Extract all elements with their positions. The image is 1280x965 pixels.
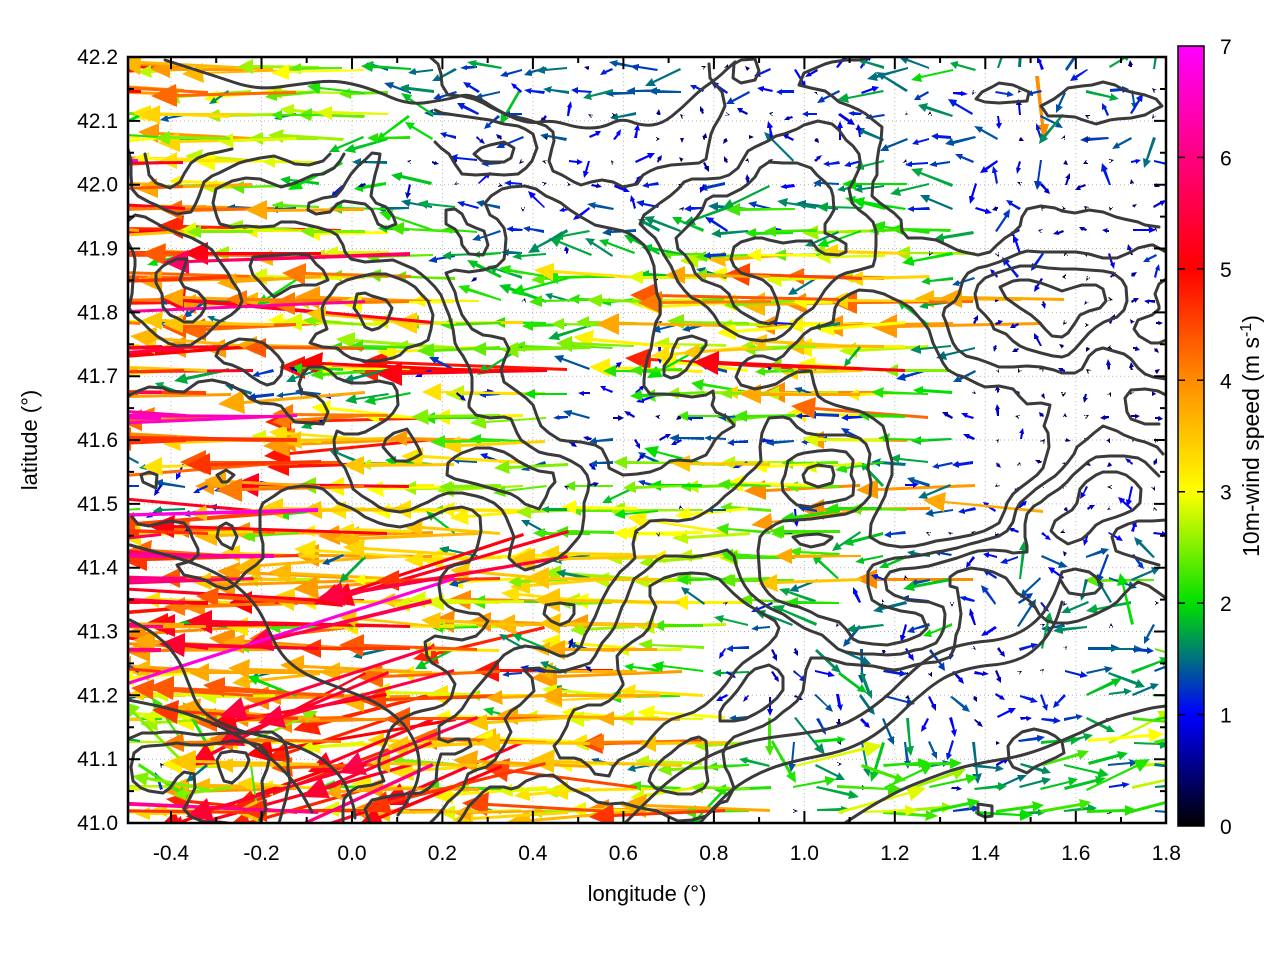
svg-text:41.1: 41.1 xyxy=(77,748,118,771)
svg-text:1: 1 xyxy=(1220,705,1232,728)
svg-text:0.4: 0.4 xyxy=(518,842,548,865)
svg-text:3: 3 xyxy=(1220,482,1232,505)
svg-text:41.7: 41.7 xyxy=(77,365,118,388)
svg-text:42.2: 42.2 xyxy=(77,46,118,69)
svg-text:41.4: 41.4 xyxy=(77,557,118,580)
svg-text:5: 5 xyxy=(1220,259,1232,282)
svg-text:41.3: 41.3 xyxy=(77,621,118,644)
svg-text:41.6: 41.6 xyxy=(77,429,118,452)
svg-text:longitude (°): longitude (°) xyxy=(588,881,707,906)
svg-text:42.1: 42.1 xyxy=(77,110,118,133)
svg-text:41.2: 41.2 xyxy=(77,684,118,707)
svg-text:latitude (°): latitude (°) xyxy=(17,390,42,491)
svg-text:6: 6 xyxy=(1220,147,1232,170)
svg-text:4: 4 xyxy=(1220,370,1232,393)
svg-text:1.2: 1.2 xyxy=(880,842,909,865)
svg-text:41.9: 41.9 xyxy=(77,238,118,261)
svg-text:1.6: 1.6 xyxy=(1061,842,1090,865)
svg-text:41.8: 41.8 xyxy=(77,301,118,324)
svg-text:7: 7 xyxy=(1220,36,1232,59)
svg-text:42.0: 42.0 xyxy=(77,174,118,197)
svg-text:1.4: 1.4 xyxy=(971,842,1001,865)
svg-text:10m-wind speed (m s-1): 10m-wind speed (m s-1) xyxy=(1238,315,1264,557)
svg-text:41.5: 41.5 xyxy=(77,493,118,516)
svg-text:0.2: 0.2 xyxy=(428,842,457,865)
svg-text:0.8: 0.8 xyxy=(699,842,728,865)
svg-text:0: 0 xyxy=(1220,816,1232,839)
svg-text:1.0: 1.0 xyxy=(790,842,819,865)
svg-text:-0.2: -0.2 xyxy=(243,842,279,865)
svg-text:0.0: 0.0 xyxy=(337,842,366,865)
svg-text:1.8: 1.8 xyxy=(1152,842,1181,865)
svg-text:41.0: 41.0 xyxy=(77,812,118,835)
svg-text:0.6: 0.6 xyxy=(609,842,638,865)
svg-text:-0.4: -0.4 xyxy=(153,842,190,865)
svg-text:2: 2 xyxy=(1220,593,1232,616)
